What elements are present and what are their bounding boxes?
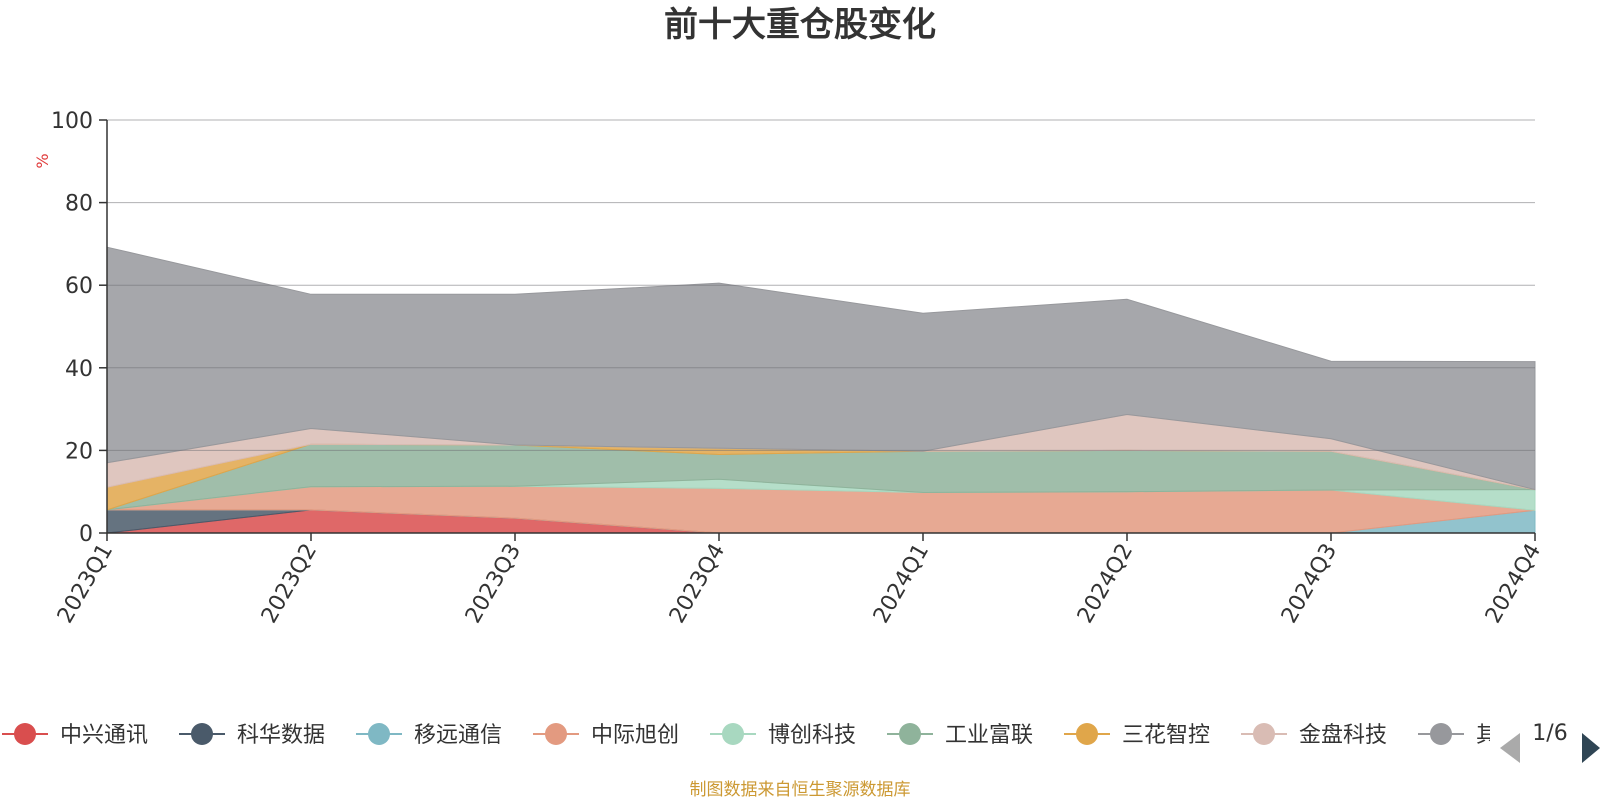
- legend-label: 中兴通讯: [60, 723, 148, 748]
- legend-item[interactable]: 工业富联: [887, 723, 1033, 748]
- x-tick-label: 2024Q2: [1073, 540, 1138, 628]
- x-tick-label: 2024Q3: [1277, 540, 1342, 628]
- legend-item[interactable]: 博创科技: [710, 723, 856, 748]
- y-axis-unit: %: [33, 153, 52, 168]
- legend-prev-icon[interactable]: [1500, 733, 1520, 763]
- legend-label: 科华数据: [237, 723, 325, 748]
- gridlines: [107, 119, 1535, 451]
- legend-item[interactable]: 科华数据: [179, 723, 325, 748]
- legend-label: 中际旭创: [591, 723, 679, 748]
- x-tick-label: 2024Q4: [1481, 540, 1546, 628]
- legend-marker-icon: [722, 723, 744, 745]
- legend-item[interactable]: 其他: [1418, 723, 1520, 748]
- y-tick-label: 0: [79, 522, 93, 547]
- y-tick-label: 80: [65, 192, 93, 217]
- x-tick-label: 2023Q1: [53, 540, 118, 628]
- legend-items: 中兴通讯 科华数据 移远通信 中际旭创 博创科技 工业富联 三花智控 金盘科技 其他: [2, 723, 1520, 748]
- legend-item[interactable]: 金盘科技: [1241, 723, 1387, 748]
- legend-marker-icon: [368, 723, 390, 745]
- source-note: 制图数据来自恒生聚源数据库: [690, 780, 911, 800]
- legend-marker-icon: [1430, 723, 1452, 745]
- y-tick-label: 60: [65, 274, 93, 299]
- x-tick-label: 2023Q4: [665, 540, 730, 628]
- y-tick-label: 40: [65, 357, 93, 382]
- chart-title: 前十大重仓股变化: [664, 5, 936, 45]
- legend-label: 移远通信: [414, 723, 502, 748]
- legend-marker-icon: [1076, 723, 1098, 745]
- legend-item[interactable]: 移远通信: [356, 723, 502, 748]
- legend-page-indicator: 1/6: [1532, 721, 1567, 746]
- legend-label: 金盘科技: [1299, 723, 1387, 748]
- legend-marker-icon: [545, 723, 567, 745]
- legend-next-icon[interactable]: [1582, 733, 1600, 763]
- legend-item[interactable]: 中兴通讯: [2, 723, 148, 748]
- legend-label: 其他: [1476, 723, 1520, 748]
- legend-marker-icon: [191, 723, 213, 745]
- y-tick-label: 20: [65, 439, 93, 464]
- legend-label: 三花智控: [1122, 723, 1210, 748]
- plot-area: [106, 246, 1536, 534]
- legend-item[interactable]: 三花智控: [1064, 723, 1210, 748]
- legend-marker-icon: [1253, 723, 1275, 745]
- legend-label: 博创科技: [768, 723, 856, 748]
- x-tick-label: 2024Q1: [869, 540, 934, 628]
- legend: 中兴通讯 科华数据 移远通信 中际旭创 博创科技 工业富联 三花智控 金盘科技 其他: [2, 723, 1520, 748]
- x-tick-label: 2023Q2: [257, 540, 322, 628]
- legend-marker-icon: [14, 723, 36, 745]
- legend-item[interactable]: 中际旭创: [533, 723, 679, 748]
- area-series-8[interactable]: [106, 246, 1536, 491]
- legend-pager: 1/6: [1500, 721, 1600, 763]
- legend-label: 工业富联: [945, 723, 1033, 748]
- x-tick-label: 2023Q3: [461, 540, 526, 628]
- legend-marker-icon: [899, 723, 921, 745]
- y-tick-label: 100: [51, 109, 93, 134]
